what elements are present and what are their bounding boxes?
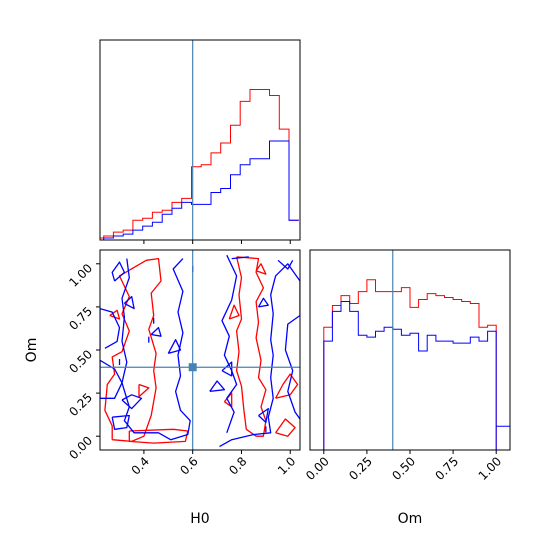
contour-ytick-label-2: 0.50 — [66, 347, 95, 376]
contour-red-0 — [104, 257, 162, 443]
om-hist-blue-series — [310, 301, 497, 450]
h0-hist-red-series — [100, 89, 299, 239]
h0-histogram-frame — [99, 39, 301, 241]
contour-xtick-label-3: 1.0 — [275, 454, 298, 477]
contour-blue-16 — [231, 256, 249, 260]
h0-marginal-histogram — [99, 39, 301, 244]
contour-blue-3 — [121, 258, 191, 441]
contour-ytick-label-1: 0.25 — [66, 390, 95, 419]
contour-blue-0 — [100, 359, 123, 399]
h0-hist-blue-series — [100, 140, 299, 240]
contour-blue-5 — [121, 394, 143, 410]
om-xtick-label-3: 0.75 — [432, 454, 461, 483]
om-xtick-label-4: 1.00 — [476, 454, 505, 483]
contour-blue-2 — [111, 261, 126, 282]
contour-red-4 — [235, 256, 267, 437]
contour-blue-7 — [277, 259, 294, 270]
contour-red-5 — [275, 418, 296, 437]
contour-xtick-label-0: 0.4 — [129, 454, 152, 477]
truth-marker — [188, 363, 197, 372]
contour-red-8 — [228, 304, 240, 320]
contour-xtick-label-1: 0.6 — [177, 454, 200, 477]
contour-red-9 — [255, 263, 267, 275]
om-xtick-label-1: 0.25 — [346, 454, 375, 483]
contour-blue-9 — [221, 254, 238, 434]
contour-red-6 — [275, 373, 299, 399]
contour-blue-12 — [257, 297, 269, 308]
x-axis-label-om: Om — [398, 511, 423, 527]
contour-ytick-label-4: 1.00 — [66, 261, 95, 290]
om-hist-red-series — [310, 279, 497, 450]
contour-blue-13 — [258, 407, 269, 424]
contour-blue-6 — [123, 295, 135, 310]
h0-om-contour-panel: 0.4 0.6 0.8 1.0 0.00 0.25 0.50 0.75 1.00 H0 Om — [24, 249, 301, 527]
om-xtick-label-0: 0.00 — [303, 454, 332, 483]
contour-frame — [99, 249, 301, 451]
contour-xtick-label-2: 0.8 — [226, 454, 249, 477]
contour-blue-14 — [221, 361, 233, 377]
x-axis-label-h0: H0 — [190, 511, 209, 527]
contour-blue-10 — [150, 326, 162, 337]
contour-ytick-label-3: 0.75 — [66, 304, 95, 333]
om-marginal-histogram: 0.00 0.25 0.50 0.75 1.00 Om — [303, 249, 511, 527]
contour-blue-1 — [100, 307, 121, 350]
contour-red-2 — [138, 383, 150, 398]
contour-blue-8 — [219, 263, 300, 448]
contour-ytick-label-0: 0.00 — [66, 433, 95, 462]
contour-blue-4 — [111, 414, 130, 430]
contour-red-1 — [128, 428, 189, 444]
om-xtick-label-2: 0.50 — [389, 454, 418, 483]
contour-blue-15 — [209, 380, 226, 393]
contour-blue-11 — [167, 339, 182, 355]
om-histogram-frame — [309, 249, 511, 451]
y-axis-label-om: Om — [24, 338, 40, 363]
